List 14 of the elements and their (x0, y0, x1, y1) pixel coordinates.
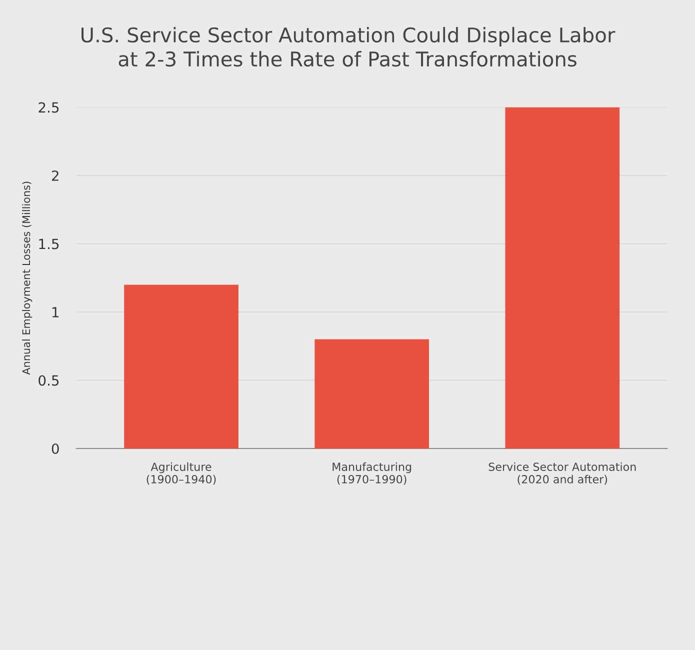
y-tick-label: 1 (52, 307, 58, 318)
bar (124, 284, 238, 448)
x-tick-label: Manufacturing (1970–1990) (332, 462, 412, 485)
y-tick-label: 1.5 (39, 238, 59, 250)
y-tick-label: 0 (52, 443, 59, 454)
bar (314, 339, 429, 448)
x-tick-label: Agriculture (1900–1940) (146, 462, 216, 485)
chart-title: U.S. Service Sector Automation Could Displace Labor at 2-3 Times the Rate of Past Transformations (82, 26, 616, 67)
y-tick-label: 2.5 (38, 102, 59, 113)
bar (505, 107, 620, 448)
x-tick-label: Service Sector Automation (2020 and after) (488, 462, 636, 485)
y-tick-label: 2 (52, 170, 58, 181)
y-axis-title: Annual Employment Losses (Millions) (22, 182, 32, 375)
y-tick-label: 0.5 (38, 375, 59, 386)
